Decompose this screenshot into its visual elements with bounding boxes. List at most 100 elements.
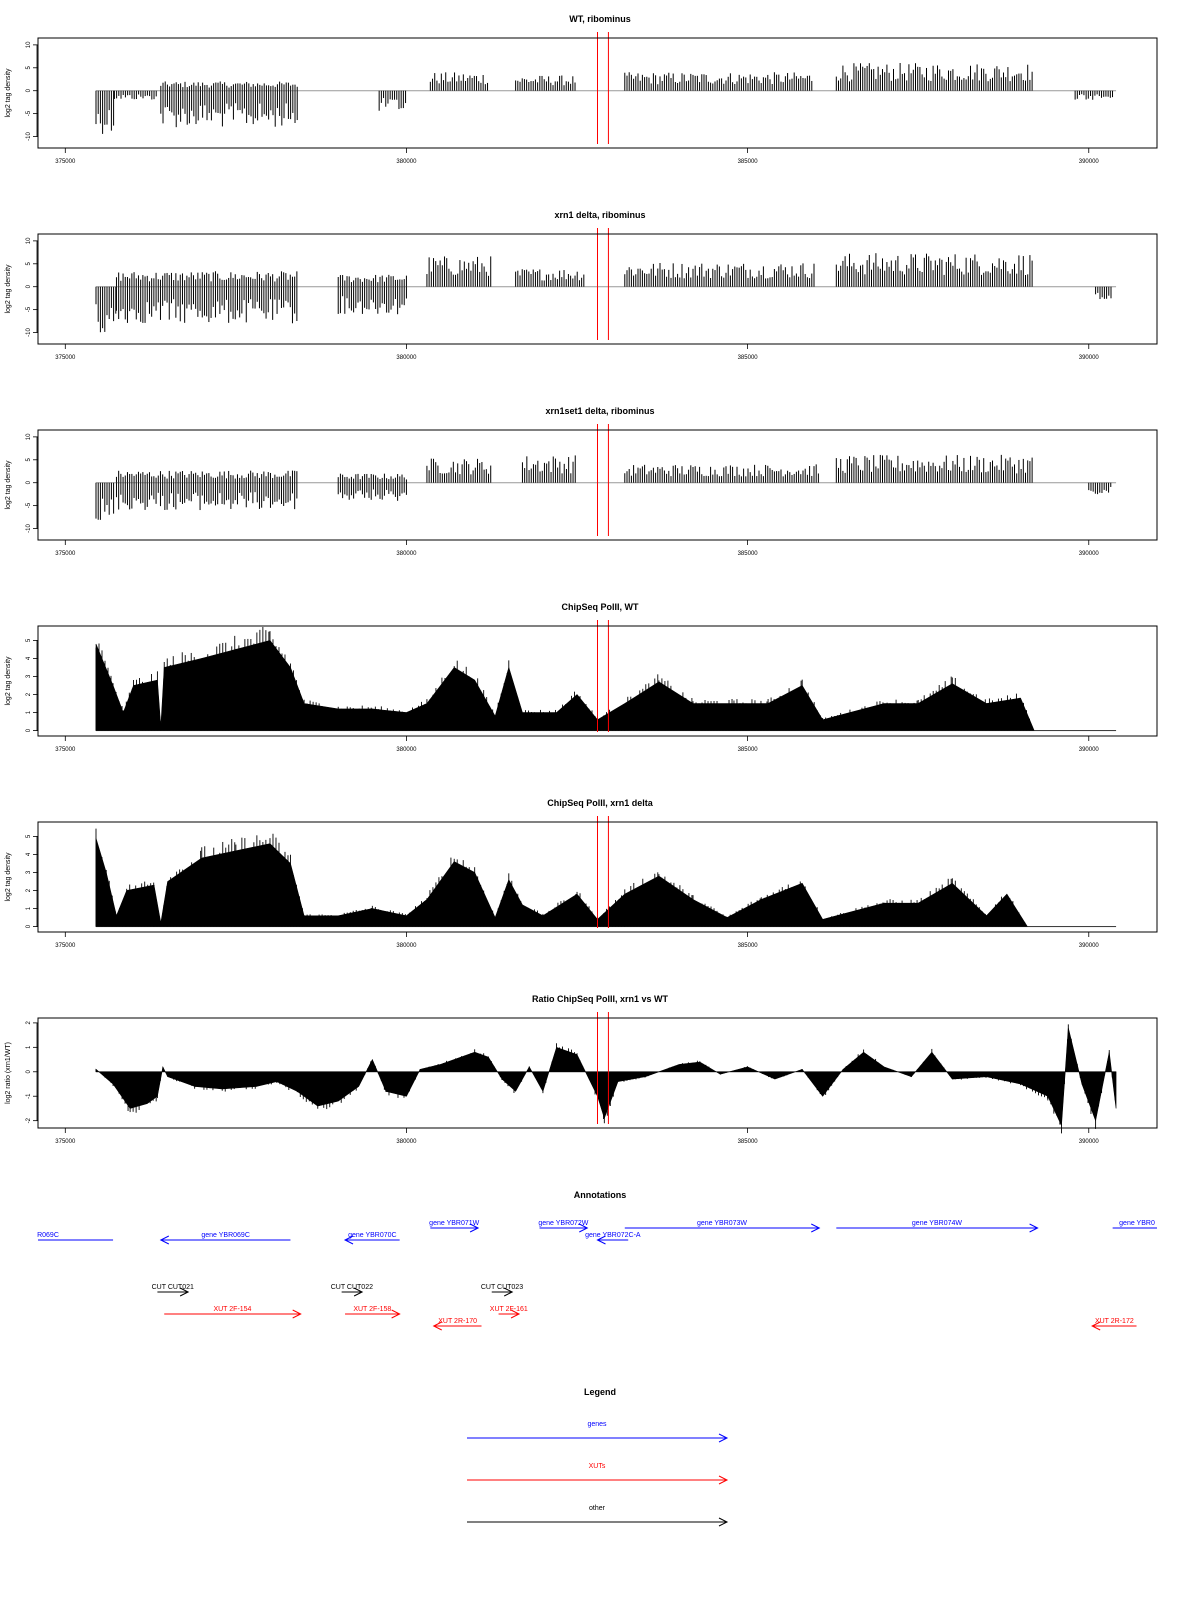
plot-frame: [37, 233, 1158, 345]
gene-arrow-arrowhead: [343, 1235, 354, 1245]
x-tick-label: 385000: [738, 943, 759, 949]
chart-panel-1: WT, ribominus log2 tag density -10 -5 0 5 10 37…: [5, 14, 1158, 165]
x-tick-label: 390000: [1079, 1139, 1100, 1145]
xut-feature: XUT 2F-154: [164, 1306, 302, 1319]
y-tick-label: 0: [26, 88, 32, 92]
chart-panel-2: xrn1 delta, ribominus log2 tag density -10…: [5, 210, 1158, 361]
chart-title: xrn1set1 delta, ribominus: [545, 406, 654, 416]
data-area: [95, 838, 1117, 927]
gene-label: gene YBR072W: [538, 1220, 588, 1227]
plot-frame: [37, 821, 1158, 933]
x-tick-label: 385000: [738, 355, 759, 361]
y-tick-label: 4: [26, 656, 32, 660]
y-tick-label: -5: [26, 502, 32, 508]
plot-frame: [37, 37, 1158, 149]
x-tick-label: 375000: [55, 355, 76, 361]
cut-label: CUT CUT023: [481, 1284, 523, 1291]
xut-label: XUT 2F-158: [353, 1306, 391, 1313]
y-tick-label: -1: [26, 1093, 32, 1099]
cut-arrow-arrowhead: [353, 1287, 364, 1297]
cut-feature: CUT CUT023: [481, 1284, 523, 1297]
gene-feature: R069C: [37, 1232, 114, 1241]
xut-arrow-arrowhead: [510, 1309, 521, 1319]
y-tick-label: 10: [26, 237, 32, 244]
xut-feature: XUT 2R-172: [1091, 1318, 1137, 1331]
y-axis-label: log2 tag density: [5, 656, 12, 706]
legend-item-xuts: XUTs: [467, 1463, 729, 1485]
x-tick-label: 380000: [396, 551, 417, 557]
xut-arrow-arrowhead: [292, 1309, 302, 1319]
x-tick-label: 380000: [396, 747, 417, 753]
legend-title: Legend: [584, 1387, 616, 1397]
xut-label: XUT 2R-170: [438, 1318, 477, 1325]
chart-panel-6: Ratio ChipSeq PolII, xrn1 vs WT log2 rati…: [5, 994, 1158, 1145]
x-tick-label: 385000: [738, 159, 759, 165]
gene-label: gene YBR072C-A: [585, 1232, 641, 1239]
x-tick-label: 375000: [55, 1139, 76, 1145]
cut-label: CUT CUT021: [152, 1284, 194, 1291]
y-axis-label: log2 ratio (xrn1/WT): [5, 1042, 12, 1104]
gene-feature: gene YBR0: [1112, 1220, 1157, 1229]
gene-arrow-arrowhead: [1029, 1223, 1039, 1233]
gene-feature: gene YBR074W: [836, 1220, 1039, 1233]
x-tick-label: 385000: [738, 1139, 759, 1145]
y-tick-label: 2: [26, 888, 32, 892]
chart-panel-4: ChipSeq PolII, WT log2 tag density 0 1 2 3 4 5 3…: [5, 602, 1158, 753]
y-tick-label: 0: [26, 924, 32, 928]
gene-feature: gene YBR069C: [159, 1232, 291, 1245]
y-tick-label: -10: [26, 524, 32, 533]
data-marks: [95, 253, 1112, 333]
x-tick-label: 385000: [738, 747, 759, 753]
gene-arrow-arrowhead: [596, 1235, 606, 1245]
y-tick-label: 5: [26, 457, 32, 461]
x-tick-label: 380000: [396, 159, 417, 165]
x-tick-label: 375000: [55, 159, 76, 165]
gene-label: R069C: [37, 1232, 59, 1239]
chart-panel-3: xrn1set1 delta, ribominus log2 tag densit…: [5, 406, 1158, 557]
y-tick-label: -5: [26, 306, 32, 312]
gene-arrow-arrowhead: [469, 1223, 480, 1233]
gene-label: gene YBR074W: [912, 1220, 962, 1227]
chart-title: xrn1 delta, ribominus: [554, 210, 645, 220]
legend-arrowhead: [718, 1433, 729, 1443]
xut-feature: XUT 2F-158: [345, 1306, 401, 1319]
y-tick-label: 1: [26, 1045, 32, 1049]
cut-arrow-arrowhead: [503, 1287, 514, 1297]
x-tick-label: 375000: [55, 943, 76, 949]
x-tick-label: 390000: [1079, 943, 1100, 949]
data-area: [95, 640, 1117, 731]
gene-arrow-arrowhead: [159, 1235, 170, 1245]
gene-feature: gene YBR072C-A: [585, 1232, 641, 1245]
y-tick-label: 0: [26, 728, 32, 732]
cut-label: CUT CUT022: [331, 1284, 373, 1291]
xut-label: XUT 2F-154: [213, 1306, 251, 1313]
y-tick-label: 5: [26, 834, 32, 838]
y-tick-label: 10: [26, 41, 32, 48]
xut-feature: XUT 2F-161: [490, 1306, 528, 1319]
legend-item-genes: genes: [467, 1421, 729, 1443]
x-tick-label: 390000: [1079, 551, 1100, 557]
data-marks: [95, 62, 1114, 134]
y-tick-label: -10: [26, 328, 32, 337]
gene-feature: gene YBR071W: [429, 1220, 480, 1233]
y-tick-label: 5: [26, 261, 32, 265]
x-tick-label: 385000: [738, 551, 759, 557]
cut-arrow-arrowhead: [179, 1287, 190, 1297]
y-tick-label: 0: [26, 480, 32, 484]
y-tick-label: -2: [26, 1117, 32, 1123]
xut-arrow-arrowhead: [432, 1321, 442, 1331]
x-tick-label: 375000: [55, 551, 76, 557]
legend-panel: Legend genes XUTs other: [467, 1387, 729, 1527]
y-axis-label: log2 tag density: [5, 68, 12, 118]
data-marks: [95, 626, 1117, 731]
legend-label: XUTs: [589, 1463, 606, 1470]
chart-title: Ratio ChipSeq PolII, xrn1 vs WT: [532, 994, 669, 1004]
annotations-panel: Annotations R069C gene YBR069C gene YBR070C…: [37, 1190, 1157, 1331]
y-tick-label: 2: [26, 692, 32, 696]
data-marks: [95, 454, 1112, 520]
y-tick-label: -5: [26, 110, 32, 116]
chart-title: WT, ribominus: [569, 14, 631, 24]
data-marks: [95, 1024, 1117, 1134]
gene-label: gene YBR071W: [429, 1220, 479, 1227]
y-axis-label: log2 tag density: [5, 852, 12, 902]
